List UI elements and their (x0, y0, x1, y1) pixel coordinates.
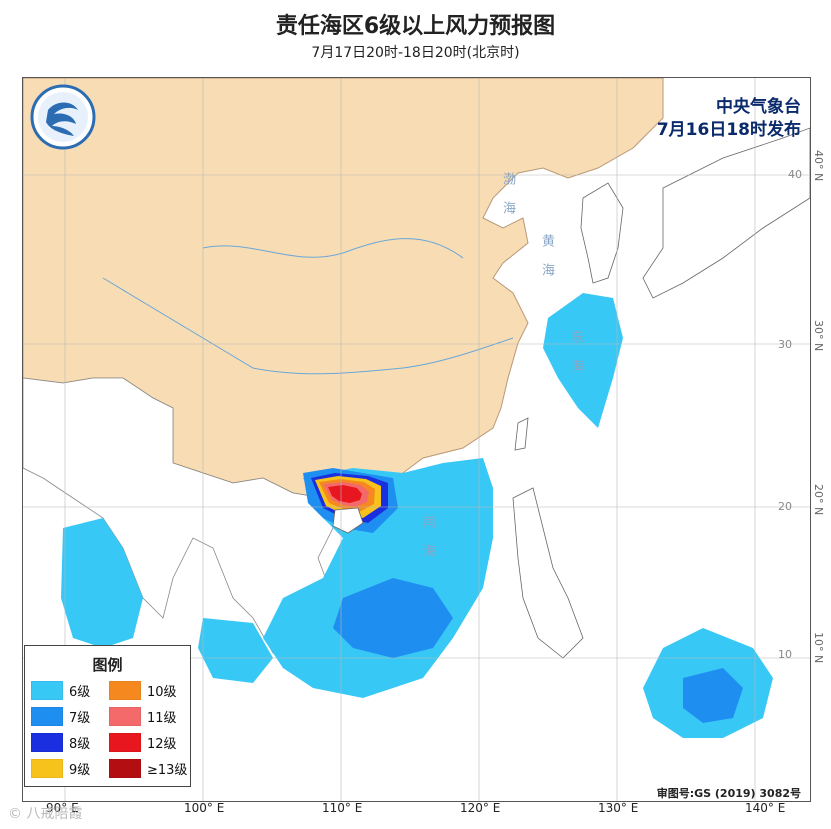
wind-area-scs-core (333, 578, 453, 658)
legend-label: ≥13级 (147, 762, 188, 778)
lat-inmap-10: 10 (778, 648, 792, 661)
legend-item: 11级 (109, 706, 189, 726)
lon-label-140: 140° E (745, 801, 786, 815)
lat-label-10: 10° N (812, 632, 825, 664)
issuer-name: 中央气象台 (716, 97, 801, 117)
sea-label-bohai: 渤海 (500, 172, 515, 230)
legend-item: 10级 (109, 680, 189, 700)
lat-label-40: 40° N (812, 150, 825, 182)
legend-title: 图例 (92, 656, 123, 674)
cma-logo (30, 84, 96, 150)
lat-label-20: 20° N (812, 484, 825, 516)
philippines (512, 487, 584, 659)
lon-label-110: 110° E (322, 801, 363, 815)
legend-item: 12级 (109, 732, 189, 752)
legend-grid: 6级 10级 7级 11级 8级 12级 9级 ≥13级 (25, 680, 190, 778)
yellow-river (202, 238, 464, 259)
legend: 图例 6级 10级 7级 11级 8级 12级 9级 (24, 645, 191, 787)
map-title: 责任海区6级以上风力预报图 (275, 14, 556, 39)
watermark: © 八戒陪霞 (8, 806, 83, 822)
map-canvas (23, 78, 810, 801)
legend-label: 11级 (147, 710, 177, 726)
issue-time: 7月16日18时发布 (656, 120, 801, 140)
lat-inmap-40: 40 (788, 168, 802, 181)
legend-label: 8级 (69, 736, 91, 752)
lat-label-30: 30° N (812, 320, 825, 352)
legend-swatch (109, 758, 141, 778)
legend-swatch (31, 680, 63, 700)
map-subtitle: 7月17日20时-18日20时(北京时) (311, 45, 520, 61)
korea-outline (580, 182, 624, 284)
lon-label-100: 100° E (184, 801, 225, 815)
legend-item: 6级 (31, 680, 109, 700)
yangtze-river (102, 277, 514, 375)
issuer-block: 中央气象台 7月16日18时发布 (657, 96, 801, 142)
wind-area-gulf-of-thailand (198, 618, 273, 683)
legend-item: 9级 (31, 758, 109, 778)
wind-area-east-china-sea (543, 293, 623, 428)
legend-label: 9级 (69, 762, 91, 778)
legend-swatch (109, 706, 141, 726)
wind-area-bay-of-bengal (61, 518, 143, 648)
legend-label: 6级 (69, 684, 91, 700)
lon-label-130: 130° E (598, 801, 639, 815)
hainan-island (332, 507, 364, 534)
taiwan (514, 417, 529, 451)
legend-label: 10级 (147, 684, 177, 700)
legend-label: 12级 (147, 736, 177, 752)
lon-label-90: 90° E (46, 801, 79, 815)
legend-swatch (31, 732, 63, 752)
sea-label-donghai: 东海 (568, 330, 583, 388)
legend-item: 7级 (31, 706, 109, 726)
legend-item: 8级 (31, 732, 109, 752)
legend-swatch (31, 706, 63, 726)
lat-inmap-20: 20 (778, 500, 792, 513)
sea-label-huanghai: 黄海 (539, 234, 554, 292)
legend-swatch (109, 680, 141, 700)
japan-outline (642, 127, 810, 299)
legend-item: ≥13级 (109, 758, 189, 778)
lon-label-120: 120° E (460, 801, 501, 815)
sea-label-nanhai: 南海 (420, 515, 435, 573)
legend-swatch (31, 758, 63, 778)
wind-area-west-pacific-core (683, 668, 743, 723)
wind-area-typhoon-12 (328, 485, 362, 503)
map-approval-number: 审图号:GS (2019) 3082号 (656, 787, 801, 800)
legend-label: 7级 (69, 710, 91, 726)
legend-swatch (109, 732, 141, 752)
lat-inmap-30: 30 (778, 338, 792, 351)
